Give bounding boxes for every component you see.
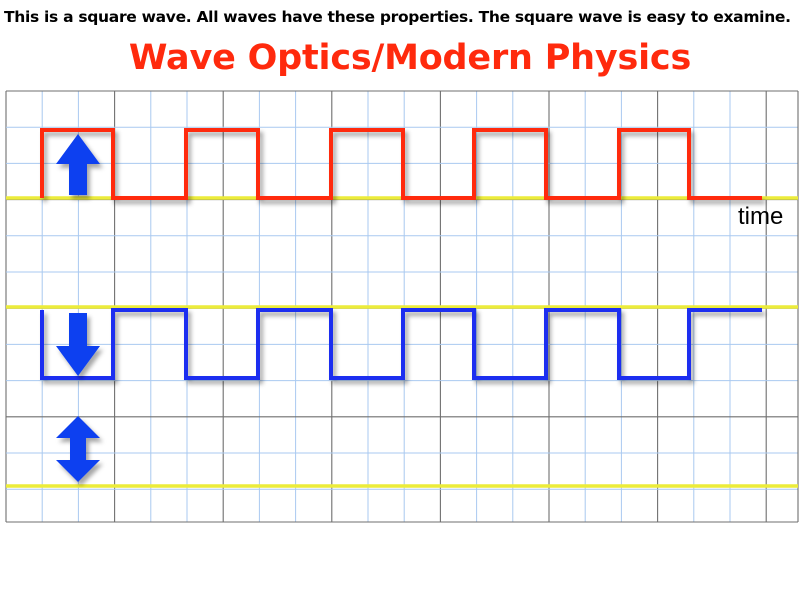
blue-square-wave xyxy=(40,308,762,380)
red-square-wave xyxy=(40,128,762,200)
down-arrow-icon xyxy=(56,313,100,376)
page-title: Wave Optics/Modern Physics xyxy=(128,38,692,78)
time-axis-label: time xyxy=(738,203,784,230)
arrows xyxy=(56,134,100,482)
waves xyxy=(40,128,762,489)
double-arrow-icon xyxy=(56,416,100,482)
up-arrow-icon xyxy=(56,134,100,195)
caption-text: This is a square wave. All waves have th… xyxy=(4,8,791,26)
